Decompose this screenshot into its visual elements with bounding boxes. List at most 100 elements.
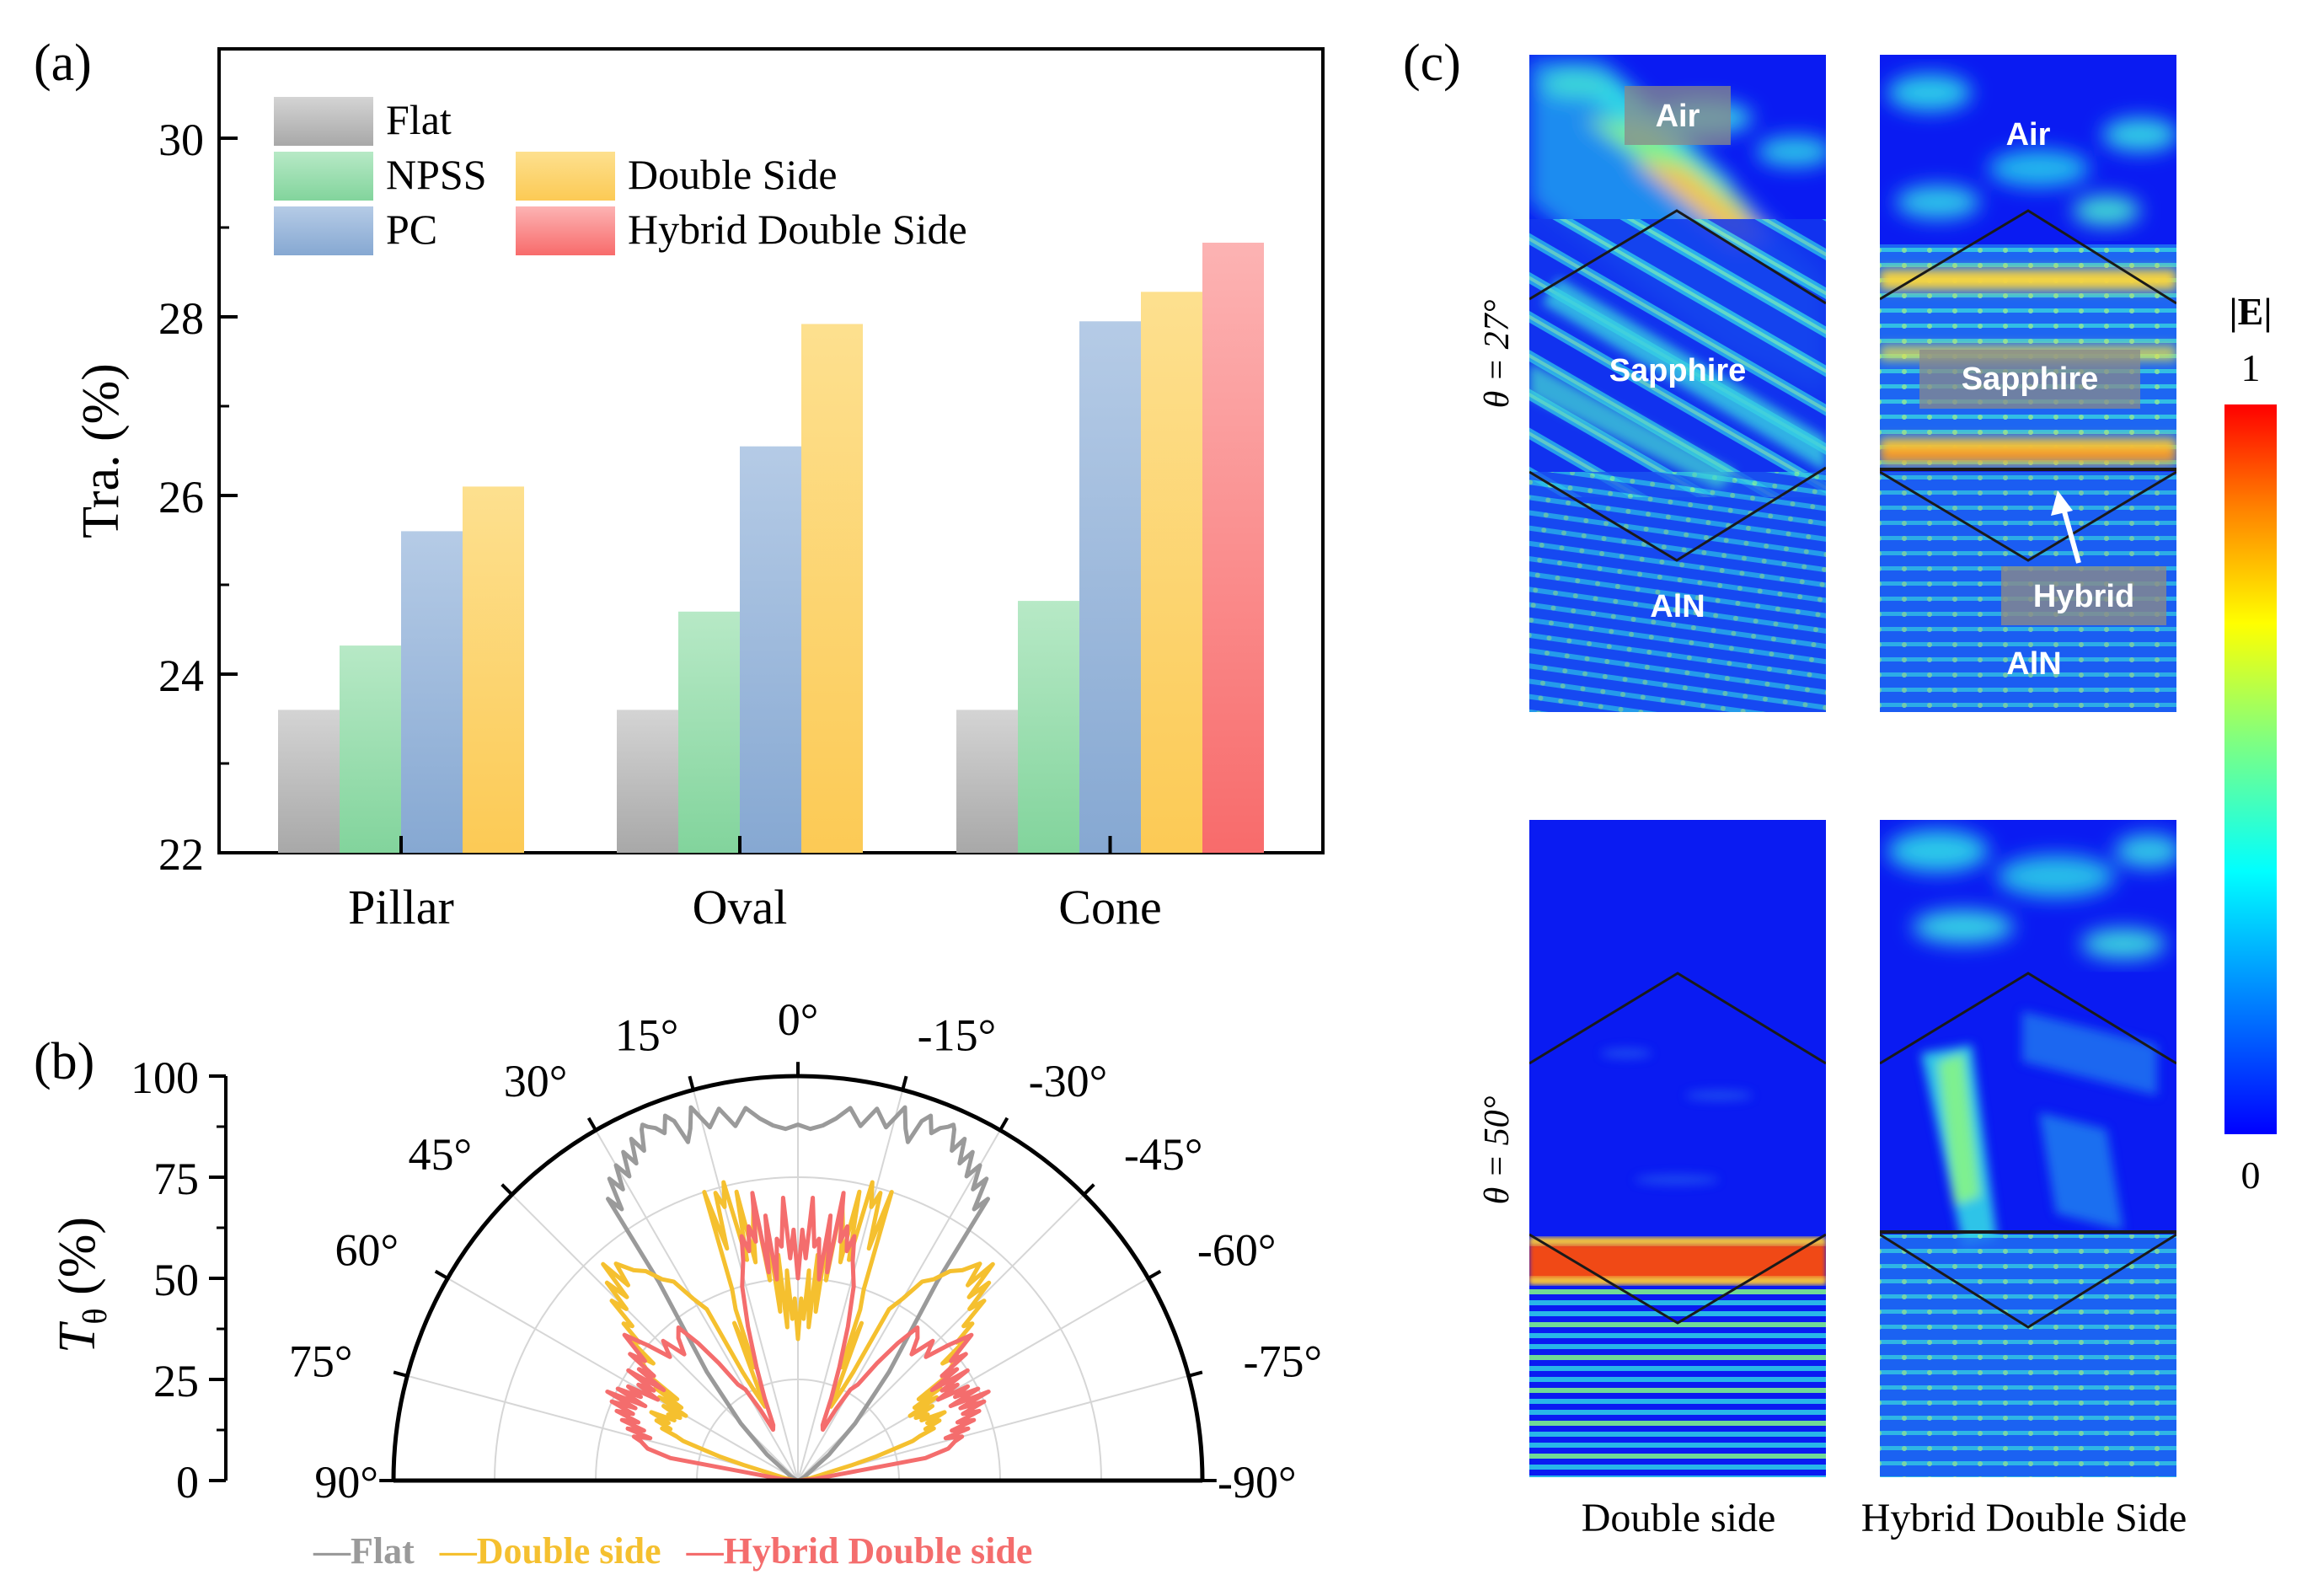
polar-angle-label: 75° <box>289 1336 353 1386</box>
field-map-bottom-left <box>1529 820 1826 1477</box>
bar-pc-pillar <box>401 531 463 853</box>
legend-swatch-hybrid-double-side <box>516 206 615 255</box>
y-tick-label: 30 <box>158 115 204 165</box>
field-stripe <box>1529 1344 1826 1349</box>
radial-tick-label: 75 <box>153 1154 199 1204</box>
field-stripe <box>1529 1443 1826 1448</box>
polar-angle-tick <box>501 1183 514 1197</box>
field-stripe <box>1529 1355 1826 1360</box>
polar-grid-spoke <box>797 1090 904 1481</box>
bar-double-side-pillar <box>463 486 524 853</box>
region-label-hybrid: Hybrid <box>2033 579 2134 614</box>
radial-tick-label: 25 <box>153 1356 199 1406</box>
bar-npss-cone <box>1018 601 1079 853</box>
polar-angle-tick <box>998 1117 1009 1132</box>
field-map-bottom-right <box>1880 820 2176 1477</box>
region-label-aln-left: AlN <box>1650 589 1705 624</box>
polar-angle-tick <box>1082 1183 1095 1197</box>
field-stripe <box>1529 1399 1826 1404</box>
region-label-sapphire-right: Sapphire <box>1962 362 2099 397</box>
y-tick-label: 26 <box>158 472 204 522</box>
bar-npss-oval <box>678 611 740 853</box>
panel-label-a: (a) <box>34 35 92 92</box>
field-stripe <box>1529 1289 1826 1294</box>
field-stripe <box>1529 1465 1826 1470</box>
legend-label-pc: PC <box>386 206 437 253</box>
bar-hybrid-double-side-cone <box>1202 243 1264 853</box>
polar-legend-double-side: —Double side <box>439 1530 661 1572</box>
radial-axis-label: Tθ (%) <box>49 1217 114 1353</box>
legend-label-double-side: Double Side <box>628 151 838 198</box>
polar-grid-spoke <box>447 1277 799 1481</box>
polar-angle-tick <box>434 1269 449 1280</box>
y-tick-label: 28 <box>158 293 204 344</box>
bar-flat-oval <box>617 710 678 853</box>
bar-pc-oval <box>740 446 801 853</box>
legend-swatch-npss <box>274 152 373 201</box>
polar-angle-tick <box>901 1075 908 1090</box>
polar-series-hybrid-double-side <box>605 1191 991 1483</box>
colorbar <box>2224 404 2277 1134</box>
bar-npss-pillar <box>340 645 401 853</box>
panel-label-c: (c) <box>1403 35 1461 92</box>
polar-angle-label: -45° <box>1124 1129 1203 1180</box>
field-stripe <box>1529 1388 1826 1393</box>
bar-flat-pillar <box>278 710 340 853</box>
colorbar-title: |E| <box>2230 290 2273 333</box>
legend-swatch-double-side <box>516 152 615 201</box>
radial-tick-label: 0 <box>176 1457 199 1508</box>
polar-angle-label: 0° <box>778 994 819 1045</box>
polar-angle-label: -30° <box>1029 1056 1108 1106</box>
legend-swatch-flat <box>274 97 373 146</box>
field-stripe <box>1529 1410 1826 1415</box>
polar-outer-arc <box>391 1074 1205 1481</box>
polar-angle-label: -60° <box>1197 1224 1277 1275</box>
legend-label-flat: Flat <box>386 96 452 143</box>
legend-label-hybrid-double-side: Hybrid Double Side <box>628 206 967 253</box>
x-tick-label-oval: Oval <box>693 880 788 935</box>
bar-chart: 22 24 26 28 30 Tra. (%) Pillar Oval Cone Flat NPSS… <box>72 47 1325 935</box>
field-stripe <box>1529 1311 1826 1316</box>
radial-tick-label: 100 <box>131 1052 199 1103</box>
y-axis-label: Tra. (%) <box>72 363 130 538</box>
bar-pc-cone <box>1079 321 1141 853</box>
legend-swatch-pc <box>274 206 373 255</box>
polar-angle-label: 90° <box>314 1457 378 1508</box>
row-label-27deg: θ = 27° <box>1478 299 1517 408</box>
radial-tick-label: 50 <box>153 1255 199 1305</box>
row-label-50deg: θ = 50° <box>1478 1095 1517 1204</box>
panel-label-b: (b) <box>34 1033 94 1090</box>
polar-angle-tick <box>393 1370 408 1378</box>
polar-grid-spoke <box>797 1129 1001 1481</box>
polar-chart: 90° 75° 60°45° 30° 15° 0° -15° -30° -45° -60° -75°… <box>49 994 1322 1572</box>
polar-angle-tick <box>688 1075 695 1090</box>
polar-angle-label: 60° <box>335 1224 399 1275</box>
polar-series-flat <box>606 1105 990 1483</box>
bar-double-side-oval <box>801 324 863 854</box>
field-stripe <box>1529 1366 1826 1371</box>
polar-angle-label: 15° <box>615 1010 679 1060</box>
hybrid-arrow <box>2060 505 2081 564</box>
region-label-air-right: Air <box>2006 117 2051 153</box>
region-label-air-left: Air <box>1656 99 1700 134</box>
polar-angle-tick <box>586 1117 597 1132</box>
field-stripe <box>1529 1333 1826 1338</box>
region-label-aln-right: AlN <box>2006 646 2061 682</box>
bar-double-side-cone <box>1141 292 1202 853</box>
field-stripe <box>1529 1421 1826 1426</box>
field-stripe <box>1529 1432 1826 1437</box>
bar-flat-cone <box>956 710 1018 853</box>
x-tick-label-pillar: Pillar <box>348 880 454 935</box>
y-tick-label: 22 <box>158 829 204 880</box>
polar-legend: —Flat —Double side —Hybrid Double side <box>313 1530 1032 1572</box>
polar-angle-label: 45° <box>408 1129 472 1180</box>
field-map-top-left <box>1529 55 1826 712</box>
field-stripe <box>1529 1475 1826 1477</box>
column-label-hybrid-double-side: Hybrid Double Side <box>1861 1496 2187 1540</box>
polar-angle-label: -90° <box>1218 1457 1297 1508</box>
column-label-double-side: Double side <box>1582 1496 1776 1540</box>
polar-grid-spoke <box>595 1129 799 1481</box>
polar-angle-label: -15° <box>918 1010 997 1060</box>
polar-angle-label: 30° <box>504 1056 568 1106</box>
